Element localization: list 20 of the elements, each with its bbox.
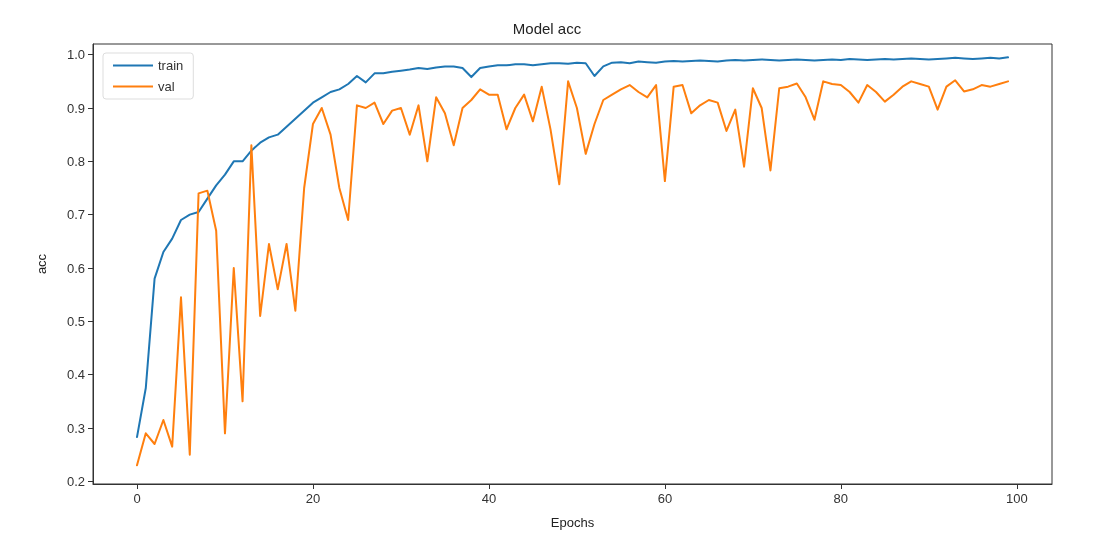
y-tick-label: 0.6 (66, 260, 85, 276)
y-tick-label: 0.4 (66, 367, 85, 383)
x-tick-label: 0 (133, 491, 141, 506)
x-tick-label: 80 (833, 491, 849, 506)
chart-title: Model acc (512, 20, 582, 37)
y-tick-label: 0.8 (66, 153, 85, 169)
x-axis-title: Epochs (550, 515, 595, 530)
y-tick-label: 0.5 (66, 313, 85, 329)
x-tick-label: 20 (305, 491, 321, 506)
y-tick-label: 0.9 (66, 100, 85, 116)
y-tick-label: 0.2 (66, 473, 85, 489)
legend-label: train (158, 58, 184, 73)
y-tick-label: 0.3 (66, 420, 85, 436)
y-tick-label: 0.7 (66, 207, 85, 223)
y-tick-label: 1.0 (66, 47, 85, 63)
legend-label: val (158, 79, 175, 94)
x-tick-label: 60 (657, 491, 673, 506)
x-tick-label: 100 (1005, 491, 1028, 506)
y-axis-title: acc (34, 253, 49, 275)
x-tick-label: 40 (481, 491, 497, 506)
